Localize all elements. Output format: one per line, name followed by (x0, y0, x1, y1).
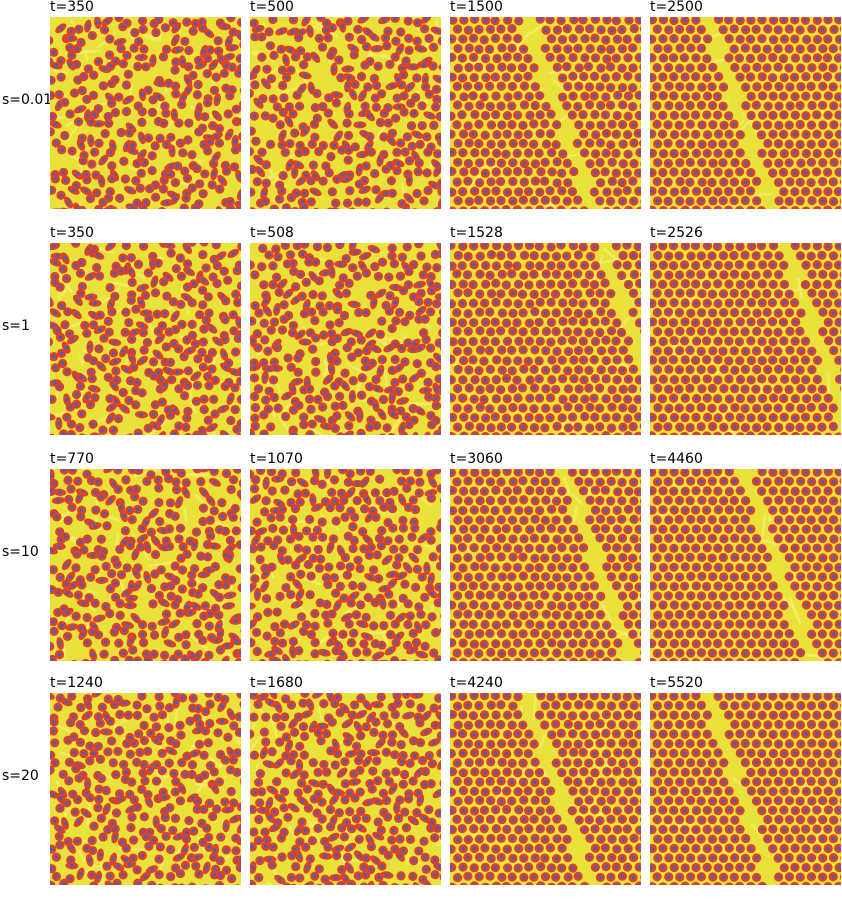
pattern-image (450, 243, 641, 435)
panel: t=3060 (450, 452, 641, 661)
panel: t=500 (250, 0, 441, 209)
panel-time-label: t=2500 (650, 0, 703, 17)
pattern-image (650, 693, 841, 885)
panel: t=350 (50, 0, 241, 209)
row-label: s=20 (2, 768, 39, 784)
panel: t=1680 (250, 676, 441, 885)
panel-time-label: t=1240 (50, 676, 103, 693)
panel-time-label: t=770 (50, 452, 94, 469)
panel-time-label: t=4240 (450, 676, 503, 693)
panel: t=4460 (650, 452, 841, 661)
panel-time-label: t=2526 (650, 226, 703, 243)
panel: t=770 (50, 452, 241, 661)
row-label: s=10 (2, 544, 39, 560)
pattern-image (50, 693, 241, 885)
panel-time-label: t=500 (250, 0, 294, 17)
panel: t=350 (50, 226, 241, 435)
panel: t=2526 (650, 226, 841, 435)
panel: t=1500 (450, 0, 641, 209)
panel: t=4240 (450, 676, 641, 885)
panel-time-label: t=3060 (450, 452, 503, 469)
pattern-image (650, 17, 841, 209)
row-s-20: s=20 t=1240 t=1680 t=4240 t=5520 (0, 676, 842, 902)
pattern-image (250, 469, 441, 661)
row-label: s=0.01 (2, 92, 52, 108)
panel-time-label: t=508 (250, 226, 294, 243)
panel: t=1528 (450, 226, 641, 435)
pattern-image (250, 243, 441, 435)
pattern-image (650, 243, 841, 435)
pattern-image (450, 693, 641, 885)
pattern-image (250, 17, 441, 209)
pattern-image (50, 469, 241, 661)
row-s-10: s=10 t=770 t=1070 t=3060 t=4460 (0, 452, 842, 678)
panel: t=508 (250, 226, 441, 435)
panel-time-label: t=1528 (450, 226, 503, 243)
panel-time-label: t=5520 (650, 676, 703, 693)
panel-time-label: t=1070 (250, 452, 303, 469)
panel-time-label: t=1500 (450, 0, 503, 17)
pattern-image (250, 693, 441, 885)
row-s-1: s=1 t=350 t=508 t=1528 t=2526 (0, 226, 842, 452)
pattern-image (50, 243, 241, 435)
panel: t=1070 (250, 452, 441, 661)
pattern-image (450, 17, 641, 209)
pattern-image (650, 469, 841, 661)
panel-time-label: t=350 (50, 0, 94, 17)
pattern-image (450, 469, 641, 661)
row-label: s=1 (2, 318, 30, 334)
panel: t=5520 (650, 676, 841, 885)
panel-time-label: t=350 (50, 226, 94, 243)
row-s-0-01: s=0.01 t=350 t=500 t=1500 t=2500 (0, 0, 842, 226)
panel-time-label: t=4460 (650, 452, 703, 469)
pattern-image (50, 17, 241, 209)
panel: t=2500 (650, 0, 841, 209)
panel: t=1240 (50, 676, 241, 885)
panel-time-label: t=1680 (250, 676, 303, 693)
